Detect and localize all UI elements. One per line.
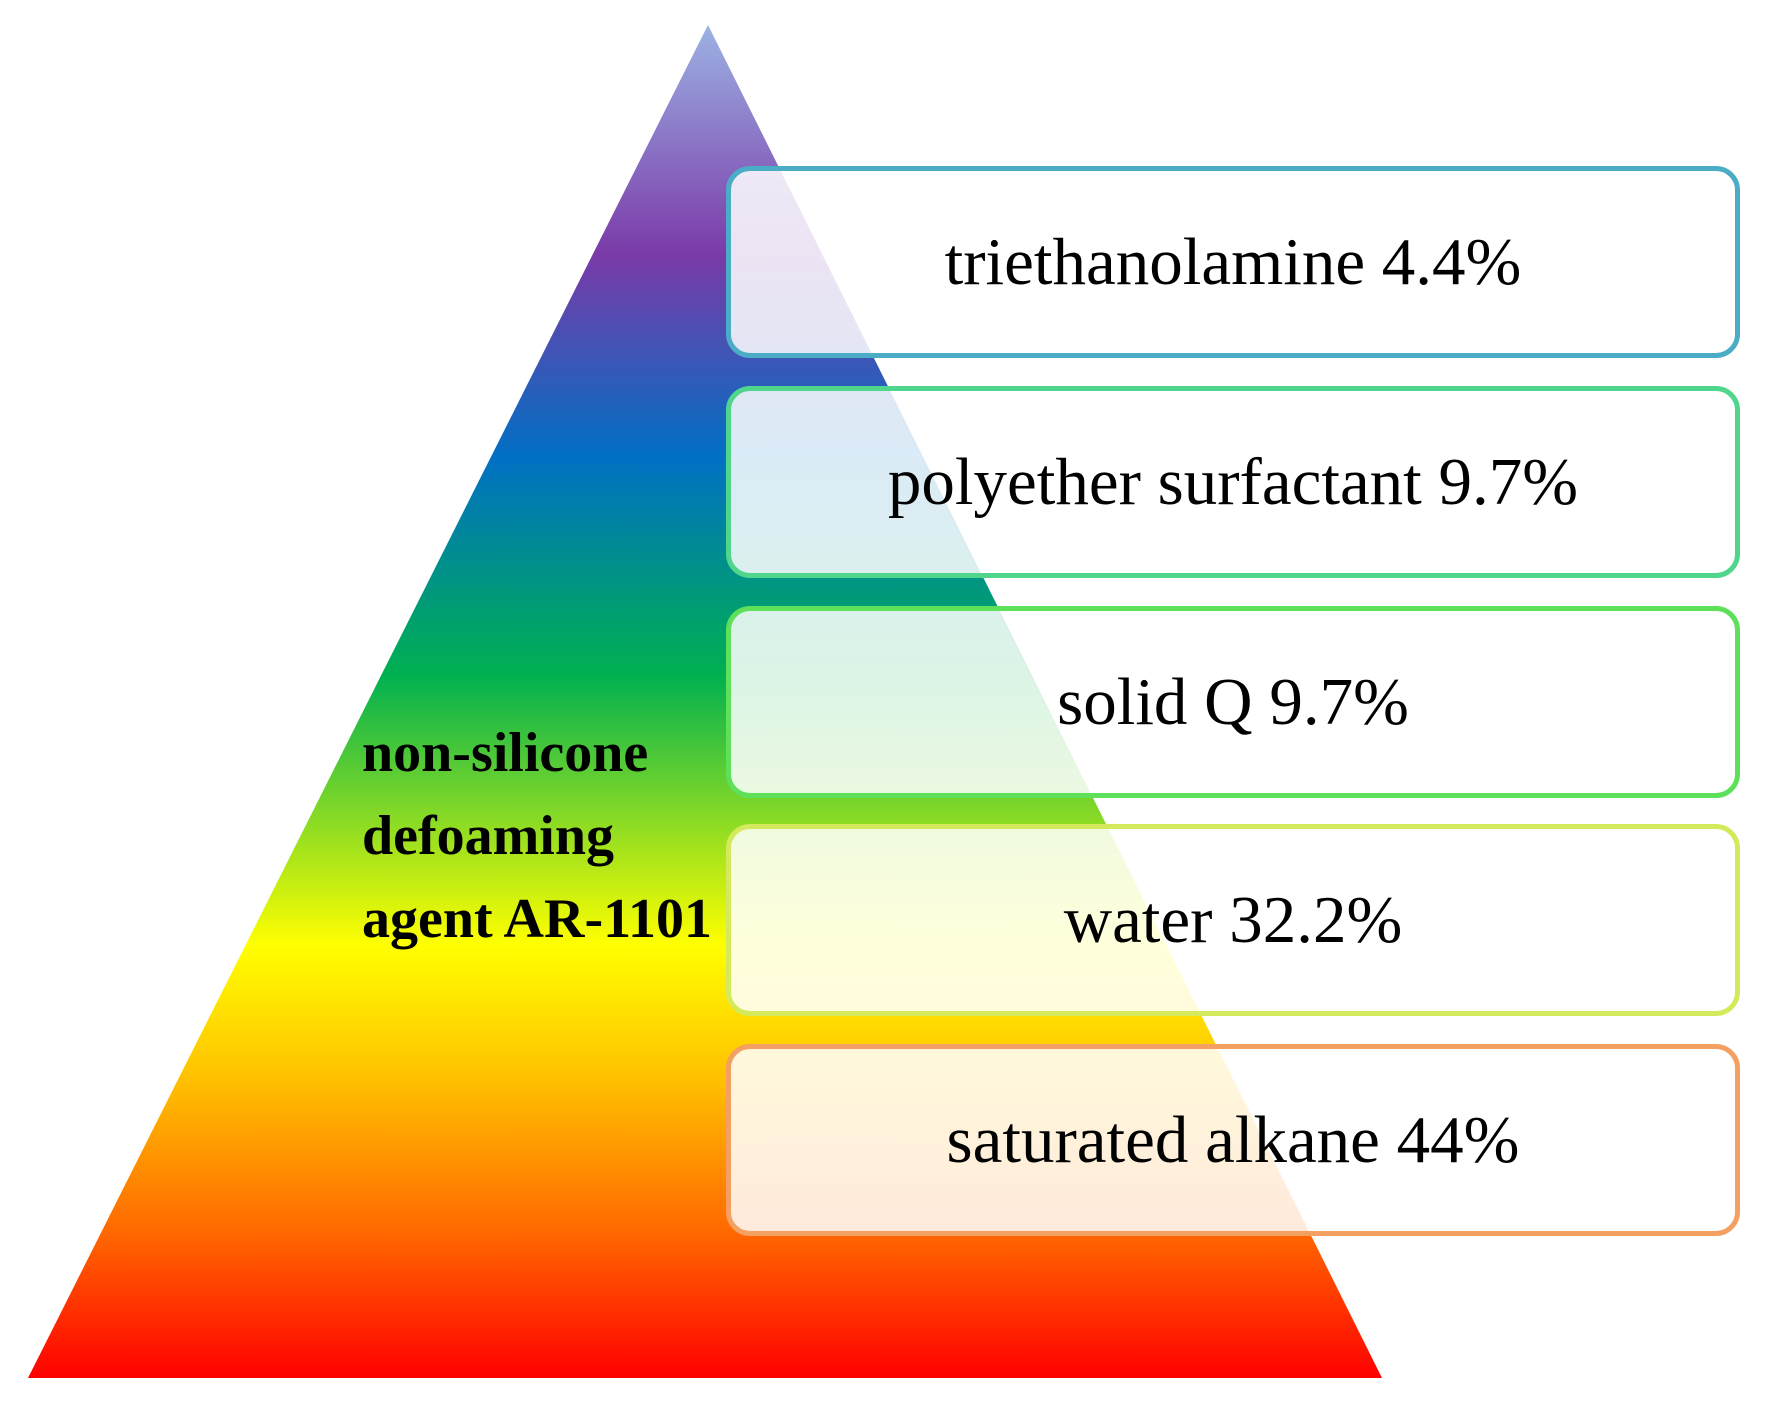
item-box: polyether surfactant 9.7% bbox=[726, 386, 1740, 578]
item-box: triethanolamine 4.4% bbox=[726, 166, 1740, 358]
item-box: solid Q 9.7% bbox=[726, 606, 1740, 798]
pyramid bbox=[28, 25, 1382, 1378]
item-box: water 32.2% bbox=[726, 824, 1740, 1016]
pyramid-label: non-silicone defoaming agent AR-1101 bbox=[362, 722, 712, 950]
item-box: saturated alkane 44% bbox=[726, 1044, 1740, 1236]
